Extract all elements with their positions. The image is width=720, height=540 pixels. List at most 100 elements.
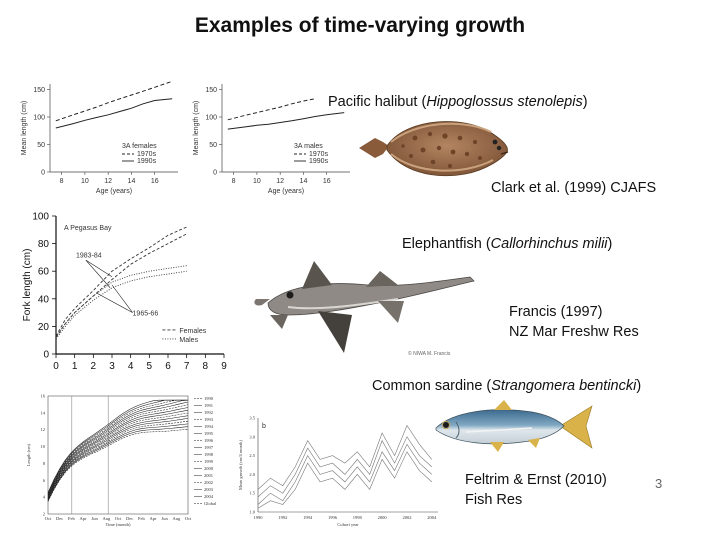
annotation-2-pointer [96, 293, 133, 313]
halibut-females-chart: 0 50 100 150 8 10 12 14 16 Age (years) Mean length… [21, 80, 178, 195]
y-axis-label: Fork length (cm) [22, 249, 33, 322]
x-tick-label: 16 [323, 178, 331, 185]
annotation-1-pointer [85, 259, 111, 288]
series-line-1970s [55, 80, 173, 122]
growth-curve [47, 415, 189, 499]
y-tick-label: 50 [37, 142, 45, 149]
y-tick-label: 40 [38, 294, 50, 305]
legend-entry: 1990s [309, 158, 329, 165]
series-line-females [55, 226, 187, 337]
y-tick-label: 10 [41, 444, 46, 449]
halibut-reference: Clark et al. (1999) CJAFS [491, 180, 657, 196]
x-tick-label: Dec [126, 516, 133, 521]
y-tick-label: 150 [205, 87, 217, 94]
legend-entry: 2004 [204, 494, 214, 499]
y-tick-label: 100 [33, 115, 45, 122]
halibut-caption: Pacific halibut (Hippoglossus stenolepis… [328, 94, 588, 110]
y-tick-label: 3.0 [249, 434, 255, 439]
elephantfish-reference-2: NZ Mar Freshw Res [509, 324, 639, 340]
chart-title: b [262, 423, 266, 430]
growth-curve [47, 404, 189, 497]
x-tick-label: 0 [53, 361, 59, 372]
legend-entry: 1990s [137, 158, 157, 165]
y-tick-label: 6 [43, 478, 46, 483]
x-tick-label: 1 [72, 361, 78, 372]
y-tick-label: 0 [43, 350, 49, 361]
y-tick-label: 100 [205, 115, 217, 122]
growth-curve [47, 429, 189, 502]
y-tick-label: 12 [41, 427, 46, 432]
growth-curve [47, 399, 188, 495]
elephantfish-caption: Elephantfish (Callorhinchus milii) [402, 236, 613, 252]
elephantfish-photo-credit: © NIWA M. Francis [408, 350, 451, 357]
legend-entry: 1994 [204, 424, 214, 429]
x-tick-label: 1992 [278, 515, 287, 520]
legend-entry: 1992 [204, 410, 213, 415]
growth-curve [47, 399, 189, 495]
x-tick-label: 14 [300, 178, 308, 185]
legend-entry: 1998 [204, 452, 214, 457]
y-tick-label: 0 [41, 170, 45, 177]
x-tick-label: 2 [91, 361, 97, 372]
x-axis-label: Age (years) [96, 188, 132, 195]
y-axis-label: Mean length (cm) [193, 101, 200, 155]
cohort-series-line [257, 451, 433, 509]
series-line-1990s [55, 98, 173, 129]
y-tick-label: 14 [41, 410, 46, 415]
y-tick-label: 2.0 [249, 472, 255, 477]
x-tick-label: 9 [221, 361, 227, 372]
sardine-fish-illustration [435, 400, 593, 452]
y-tick-label: 1.0 [249, 510, 255, 515]
x-tick-label: 3 [109, 361, 115, 372]
series-line-1970s [227, 98, 316, 121]
legend-entry: 1993 [204, 417, 214, 422]
y-tick-label: 3.5 [249, 416, 255, 421]
legend-entry: 1991 [204, 403, 213, 408]
x-tick-label: Jun [92, 516, 99, 521]
series-line-males [55, 265, 187, 338]
x-tick-label: Oct [115, 516, 122, 521]
plot-frame [47, 395, 189, 515]
legend-entry: Global [204, 501, 217, 506]
elephantfish-growth-chart: 0 20 40 60 80 100 0 1 2 3 4 5 6 7 8 9 Fork length (cm) A … [22, 212, 227, 373]
x-axis-label: Age (years) [268, 188, 304, 195]
sardine-growth-chart: 1.0 1.5 2.0 2.5 3.0 3.5 1990 1992 1994 1996 1998 20… [238, 416, 438, 527]
x-tick-label: 1994 [303, 515, 313, 520]
x-tick-label: Jun [162, 516, 169, 521]
x-tick-label: 10 [81, 178, 89, 185]
y-tick-label: 16 [41, 394, 46, 399]
x-tick-label: 12 [276, 178, 284, 185]
legend-entry: 1999 [204, 459, 214, 464]
y-axis-label: Mean length (cm) [21, 101, 28, 155]
x-tick-label: Oct [185, 516, 192, 521]
y-tick-label: 50 [209, 142, 217, 149]
x-tick-label: 10 [253, 178, 261, 185]
growth-curve [47, 420, 189, 500]
slide-title: Examples of time-varying growth [194, 14, 526, 37]
legend-entry: 1970s [309, 151, 329, 158]
y-tick-label: 100 [32, 212, 49, 223]
x-tick-label: 12 [104, 178, 112, 185]
x-tick-label: 1998 [353, 515, 363, 520]
x-tick-label: 14 [128, 178, 136, 185]
x-tick-label: 2002 [402, 515, 411, 520]
elephantfish-photo: © NIWA M. Francis [248, 255, 483, 365]
y-tick-label: 150 [33, 87, 45, 94]
x-tick-label: 8 [232, 178, 236, 185]
sardine-reference-2: Fish Res [465, 492, 523, 508]
growth-curve [47, 407, 189, 497]
y-tick-label: 0 [213, 170, 217, 177]
legend-entry: 2000 [204, 466, 214, 471]
x-axis-label: Cohort year [337, 522, 359, 527]
y-tick-label: 2.5 [249, 453, 255, 458]
y-axis-label: Length (cm) [26, 443, 31, 466]
legend-title: 3A males [294, 143, 323, 150]
growth-curve [47, 399, 188, 493]
series-line-females [55, 233, 187, 338]
x-tick-label: Apr [150, 516, 157, 521]
annotation-1: 1983-84 [76, 252, 102, 259]
cohort-series-line [257, 424, 433, 490]
x-tick-label: 7 [184, 361, 190, 372]
x-tick-label: Feb [68, 516, 76, 521]
legend-entry: 1990 [204, 396, 214, 401]
